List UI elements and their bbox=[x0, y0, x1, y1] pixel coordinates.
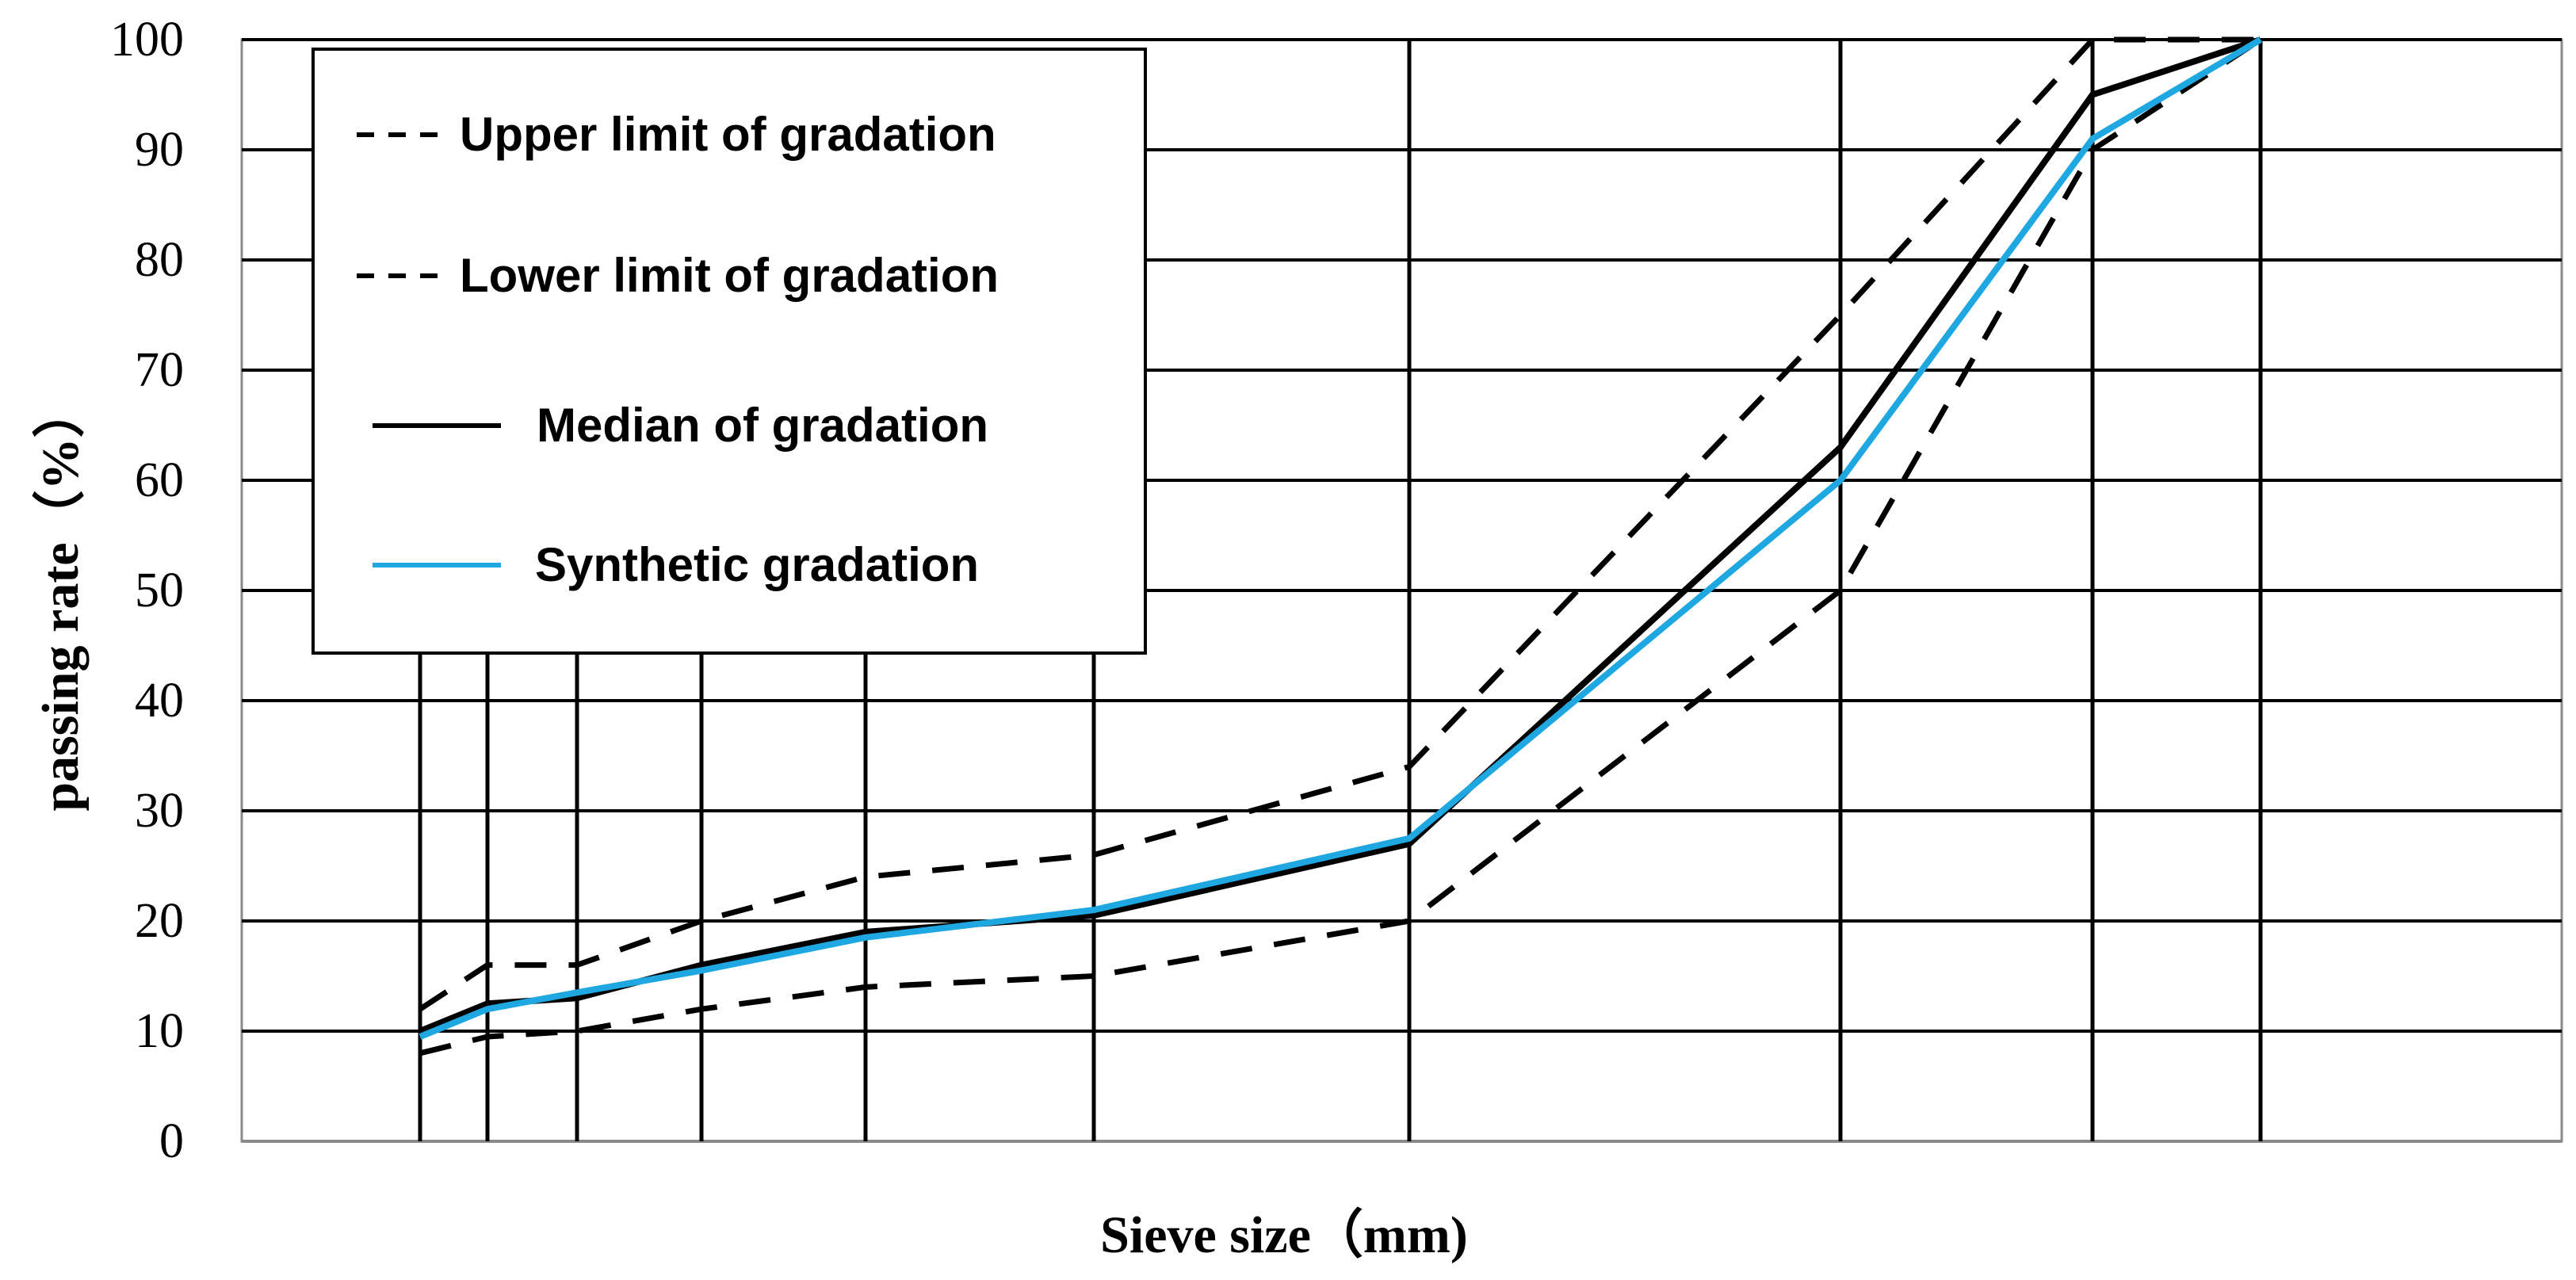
legend: Upper limit of gradation Lower limit of … bbox=[311, 48, 1147, 655]
y-tick-label: 0 bbox=[159, 1114, 184, 1168]
series-line-1 bbox=[419, 36, 2261, 1012]
y-tick-label: 40 bbox=[135, 674, 184, 728]
legend-label-upper: Upper limit of gradation bbox=[460, 108, 996, 161]
y-tick-label: 100 bbox=[110, 13, 184, 67]
y-tick-label: 60 bbox=[135, 453, 184, 507]
y-tick-label: 50 bbox=[135, 564, 184, 617]
y-tick-label: 30 bbox=[135, 784, 184, 838]
y-tick-label: 70 bbox=[135, 343, 184, 397]
y-tick-label: 20 bbox=[135, 894, 184, 948]
series-line-4 bbox=[419, 36, 2263, 1040]
series-line-2 bbox=[419, 37, 2262, 1056]
legend-label-median: Median of gradation bbox=[537, 399, 988, 452]
legend-box bbox=[311, 48, 1147, 655]
y-axis-title: passing rate（%） bbox=[31, 385, 90, 811]
legend-label-lower: Lower limit of gradation bbox=[460, 249, 999, 302]
y-tick-labels: 0 10 20 30 40 50 60 70 80 90 100 bbox=[110, 13, 184, 1168]
series-lines bbox=[419, 36, 2263, 1056]
y-tick-label: 10 bbox=[135, 1004, 184, 1058]
y-tick-label: 90 bbox=[135, 123, 184, 177]
y-tick-label: 80 bbox=[135, 233, 184, 287]
x-axis-title: Sieve size（mm) bbox=[1100, 1205, 1468, 1264]
legend-label-synthetic: Synthetic gradation bbox=[535, 538, 979, 591]
